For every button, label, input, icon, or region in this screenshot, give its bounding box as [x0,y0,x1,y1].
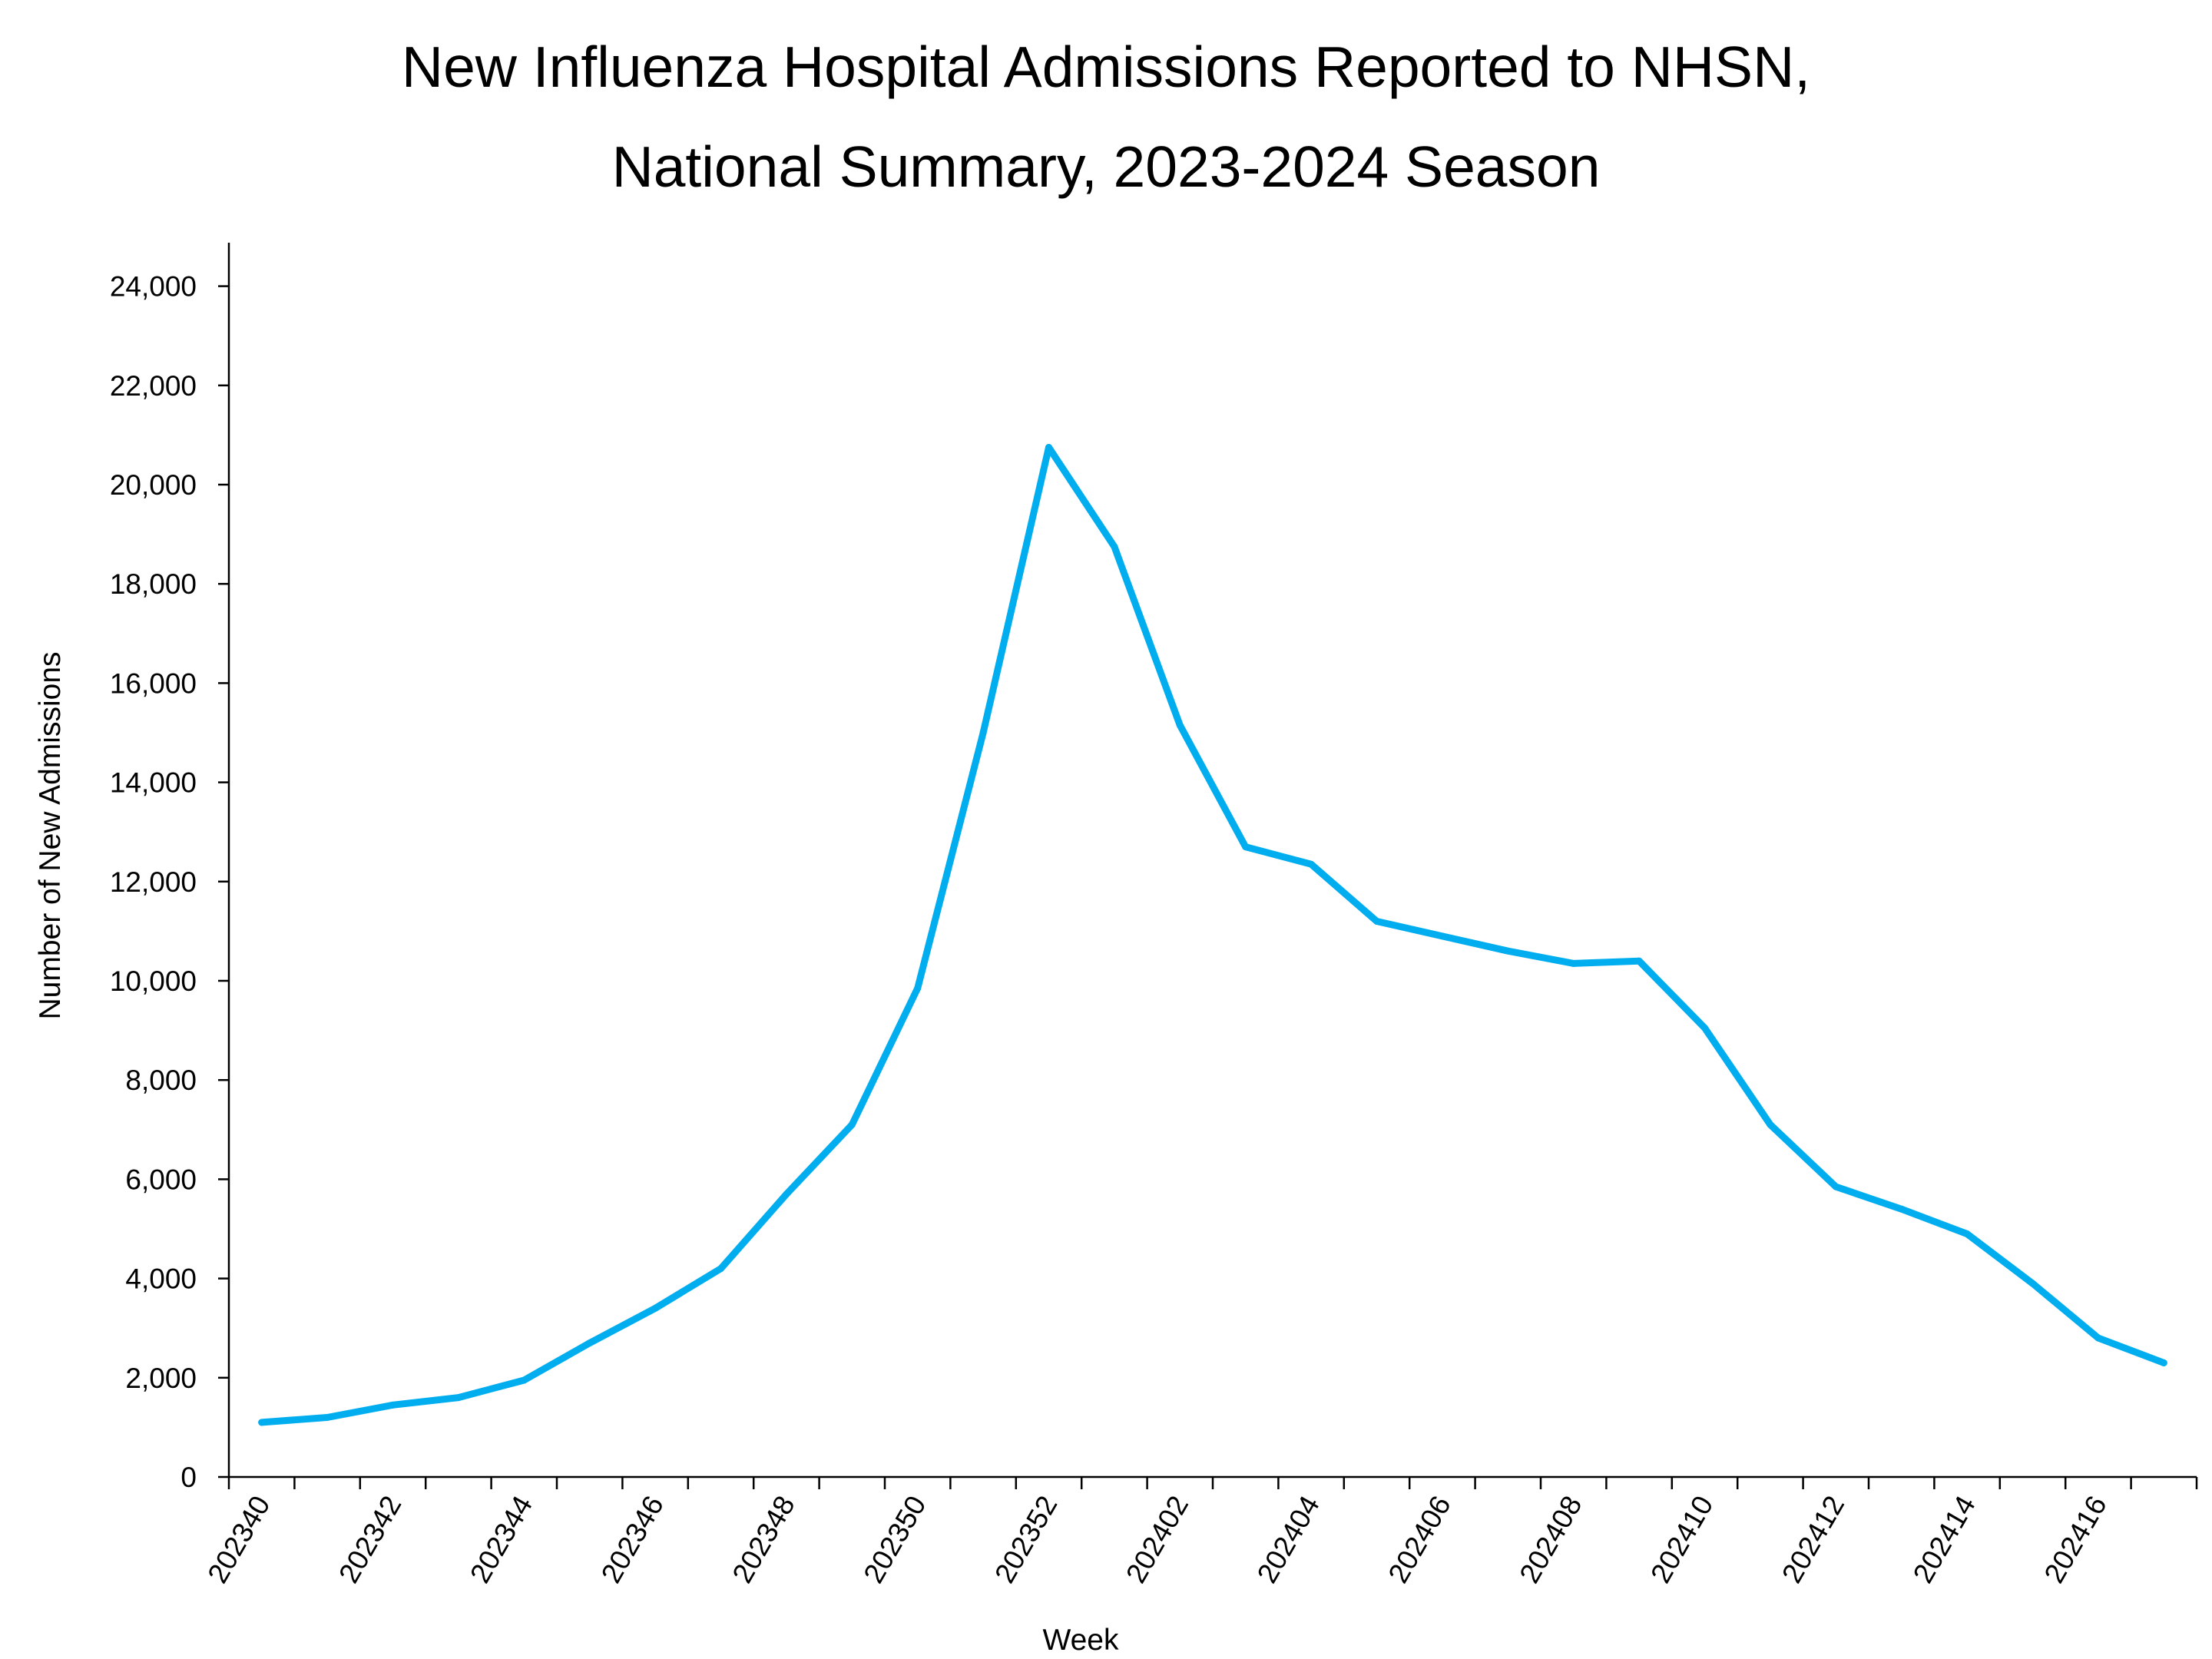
y-tick-label: 10,000 [110,965,197,997]
chart-title-line-1: New Influenza Hospital Admissions Report… [401,35,1811,99]
series-line-0 [258,444,2167,1426]
data-point [1701,1024,1708,1031]
x-tick-label: 202344 [464,1491,538,1588]
data-point [455,1394,462,1402]
y-axis: 0 2,000 4,000 6,000 8,000 10,000 12,000 14,000 1… [110,243,230,1493]
x-tick-label: 202404 [1251,1491,1326,1588]
x-tick-label: 202402 [1120,1491,1194,1588]
y-tick-label: 18,000 [110,568,197,600]
y-tick-label: 6,000 [125,1164,197,1195]
data-point [1373,917,1380,925]
data-point [2094,1334,2102,1342]
x-tick-label: 202352 [988,1491,1063,1588]
chart-title-line-2: National Summary, 2023-2024 Season [611,134,1601,199]
data-point [783,1190,790,1198]
x-tick-label: 202408 [1513,1491,1588,1588]
data-point [2160,1359,2167,1366]
data-point [1898,1205,1906,1213]
x-tick-label: 202414 [1907,1491,1982,1588]
y-tick-label: 14,000 [110,767,197,799]
y-tick-label: 0 [180,1462,197,1493]
data-point [1176,721,1184,729]
x-tick-label: 202346 [595,1491,670,1588]
data-point [979,729,987,737]
x-axis-title: Week [1043,1624,1119,1657]
data-point [651,1304,659,1312]
data-point [1963,1230,1971,1237]
data-point [1570,959,1578,967]
y-tick-label: 16,000 [110,667,197,699]
x-tick-label: 202412 [1776,1491,1850,1588]
x-axis: 202340 202342 202344 202346 202348 202350 2023… [201,1475,2198,1588]
data-point [389,1401,396,1409]
data-point [1111,543,1118,551]
data-point [258,1419,266,1426]
data-point [848,1121,856,1128]
data-point [1439,932,1446,940]
x-tick-label: 202348 [727,1491,801,1588]
series-area [258,444,2167,1426]
data-point [2029,1280,2036,1287]
y-tick-label: 4,000 [125,1263,197,1295]
y-tick-label: 2,000 [125,1363,197,1394]
y-tick-label: 20,000 [110,469,197,501]
chart-title: New Influenza Hospital Admissions Report… [0,17,2212,217]
data-point [1832,1183,1839,1190]
data-point [323,1413,331,1421]
data-point [586,1339,594,1347]
x-tick-label: 202350 [857,1491,932,1588]
y-tick-label: 12,000 [110,866,197,898]
data-point [520,1376,528,1384]
data-point [1242,843,1250,851]
y-tick-label: 22,000 [110,370,197,402]
data-point [914,985,922,992]
x-tick-label: 202340 [201,1491,276,1588]
x-tick-label: 202342 [333,1491,407,1588]
x-tick-label: 202416 [2038,1491,2113,1588]
data-point [1767,1121,1774,1128]
data-point [1307,860,1315,868]
data-point [1504,947,1512,955]
y-tick-label: 24,000 [110,271,197,303]
y-tick-label: 8,000 [125,1065,197,1096]
data-point [1045,444,1052,452]
x-tick-label: 202406 [1382,1491,1457,1588]
y-axis-title: Number of New Admissions [34,651,67,1019]
data-point [717,1265,724,1273]
data-point [1635,957,1643,965]
x-tick-label: 202410 [1644,1491,1719,1588]
